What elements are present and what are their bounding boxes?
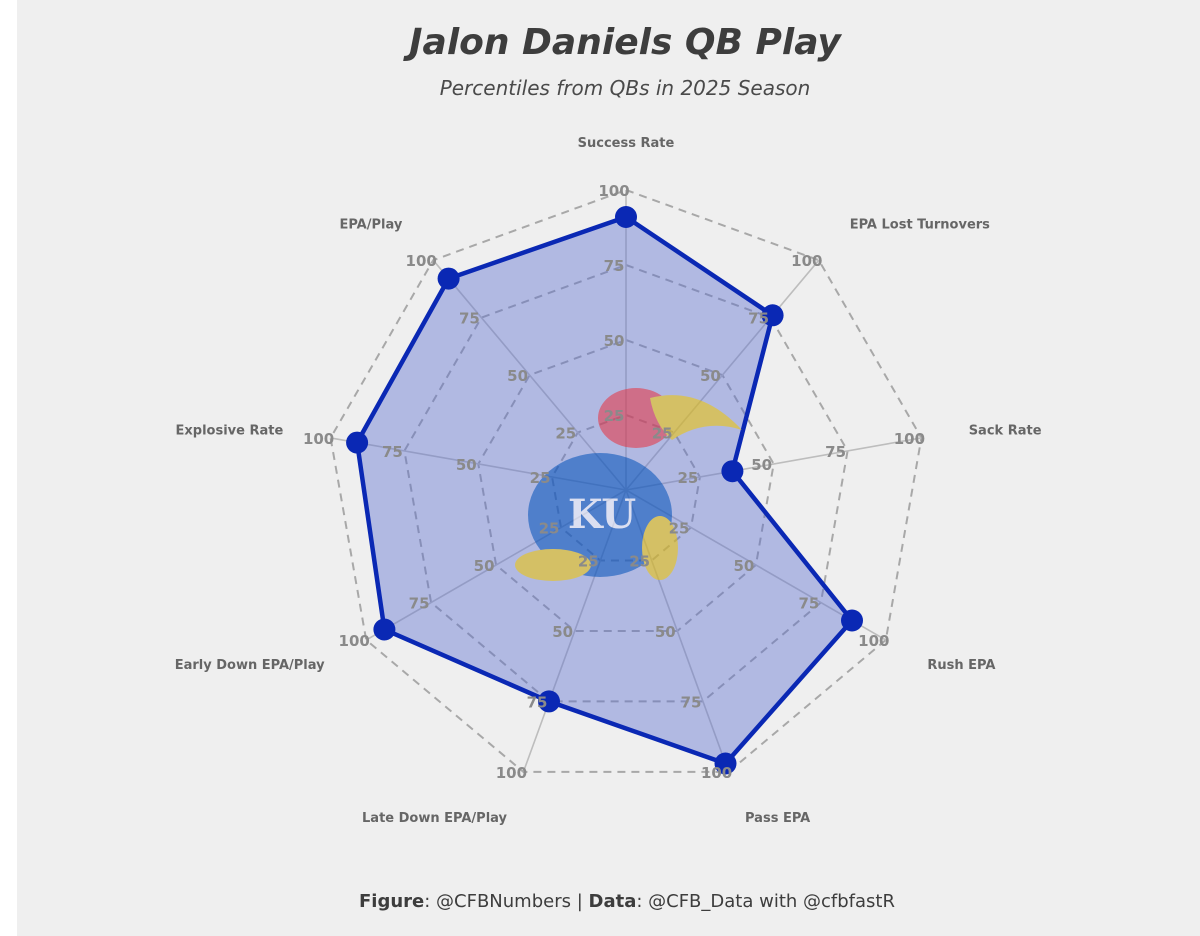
tick-50-explosive-rate: 50 [456,456,477,474]
point-epa-play [437,267,460,290]
tick-25-rush-epa: 25 [669,520,690,538]
chart-subtitle: Percentiles from QBs in 2025 Season [439,76,811,100]
team-logo: KU [515,388,742,581]
tick-100-explosive-rate: 100 [303,430,334,448]
tick-75-explosive-rate: 75 [382,443,403,461]
axis-label-epa-lost-turnovers: EPA Lost Turnovers [850,217,990,232]
tick-75-rush-epa: 75 [798,595,819,613]
footer-data-value: : @CFB_Data with @cfbfastR [636,891,895,912]
point-rush-epa [841,609,863,632]
axis-label-explosive-rate: Explosive Rate [176,424,284,439]
tick-50-late-down-epa-play: 50 [552,623,573,641]
tick-75-sack-rate: 75 [825,443,846,461]
tick-75-late-down-epa-play: 75 [527,693,548,711]
tick-100-late-down-epa-play: 100 [496,764,527,782]
tick-100-rush-epa: 100 [858,632,889,650]
tick-50-sack-rate: 50 [751,456,772,474]
chart-footer: Figure: @CFBNumbers | Data: @CFB_Data wi… [0,891,1200,912]
spoke-epa-lost-turnovers [625,259,820,491]
point-pass-epa [714,752,737,775]
logo-text: KU [568,491,636,538]
chart-title: Jalon Daniels QB Play [409,22,841,63]
tick-75-success-rate: 75 [604,257,625,275]
tick-50-epa-play: 50 [507,367,528,385]
tick-25-epa-play: 25 [555,425,576,443]
axis-label-epa-play: EPA/Play [339,217,402,232]
tick-100-epa-play: 100 [406,252,437,270]
point-epa-lost-turnovers [761,304,784,327]
tick-50-pass-epa: 50 [655,623,676,641]
axis-label-sack-rate: Sack Rate [969,424,1042,439]
tick-100-pass-epa: 100 [701,764,732,782]
tick-25-late-down-epa-play: 25 [578,553,599,571]
point-success-rate [615,206,637,228]
logo-body [528,453,672,577]
axis-label-rush-epa: Rush EPA [927,658,995,673]
point-explosive-rate [346,431,369,454]
footer-figure-value: : @CFBNumbers | [424,891,589,912]
tick-25-success-rate: 25 [604,407,625,425]
axis-label-early-down-epa-play: Early Down EPA/Play [175,658,325,673]
tick-50-rush-epa: 50 [733,557,754,575]
tick-100-epa-lost-turnovers: 100 [791,252,822,270]
grid-ring-75 [403,263,849,703]
tick-75-pass-epa: 75 [681,693,702,711]
radar-points [346,206,863,775]
tick-100-sack-rate: 100 [894,430,925,448]
point-early-down-epa-play [373,618,396,641]
tick-100-early-down-epa-play: 100 [339,632,370,650]
point-sack-rate [721,460,744,483]
logo-beak [650,395,742,440]
tick-100-success-rate: 100 [598,182,629,200]
spoke-sack-rate [625,437,922,491]
footer-figure-label: Figure [359,891,425,912]
tick-25-explosive-rate: 25 [530,469,551,487]
axis-label-pass-epa: Pass EPA [745,811,810,826]
tick-50-epa-lost-turnovers: 50 [700,367,721,385]
tick-50-early-down-epa-play: 50 [474,557,495,575]
spoke-epa-play [432,259,627,491]
tick-75-epa-play: 75 [459,310,480,328]
axis-labels: Success Rate EPA Lost Turnovers Sack Rate R… [175,136,1042,826]
footer-data-label: Data [588,891,637,912]
tick-50-success-rate: 50 [604,332,625,350]
tick-25-pass-epa: 25 [629,553,650,571]
logo-left-foot [515,549,591,581]
radial-tick-labels: 25 50 75 100 25 50 75 100 25 50 75 100 25 50 75 100 25 50… [303,182,925,782]
axis-label-late-down-epa-play: Late Down EPA/Play [362,811,508,826]
tick-25-sack-rate: 25 [677,469,698,487]
tick-25-early-down-epa-play: 25 [539,520,560,538]
point-late-down-epa-play [538,690,560,713]
tick-75-early-down-epa-play: 75 [409,595,430,613]
tick-25-epa-lost-turnovers: 25 [652,425,673,443]
logo-right-foot [642,516,678,580]
axis-label-success-rate: Success Rate [578,136,675,151]
tick-75-epa-lost-turnovers: 75 [748,310,769,328]
